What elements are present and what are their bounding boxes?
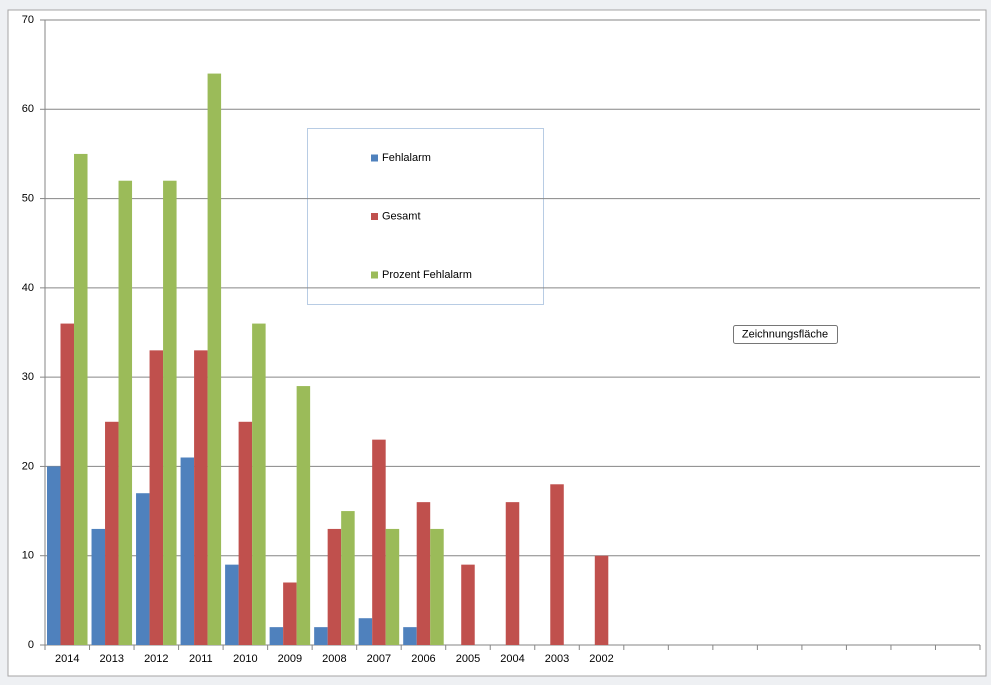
bar [372, 439, 386, 645]
bar [74, 153, 88, 645]
y-tick-label: 70 [22, 14, 34, 26]
x-tick-label: 2010 [233, 653, 257, 665]
bar [47, 466, 61, 645]
bar [314, 627, 328, 645]
legend-label: Fehlalarm [382, 152, 431, 164]
bar [594, 555, 609, 645]
y-tick-label: 10 [22, 550, 34, 562]
tooltip: Zeichnungsfläche [733, 325, 838, 344]
x-tick-label: 2012 [144, 653, 168, 665]
x-tick-label: 2002 [589, 653, 613, 665]
x-tick-label: 2007 [367, 653, 391, 665]
bar [341, 511, 355, 645]
bar [118, 180, 133, 645]
bar [180, 457, 195, 645]
x-tick-label: 2004 [500, 653, 524, 665]
bar [461, 564, 475, 645]
y-tick-label: 0 [28, 639, 34, 651]
bar [252, 323, 266, 645]
bar [269, 627, 284, 645]
bar [358, 618, 373, 645]
bar [403, 627, 417, 645]
x-tick-label: 2014 [55, 653, 79, 665]
bar [225, 564, 239, 645]
legend-swatch [371, 154, 378, 162]
bar [238, 421, 253, 645]
bar [430, 528, 444, 645]
legend-box[interactable] [307, 128, 544, 305]
legend-label: Gesamt [382, 210, 421, 222]
bar [60, 323, 75, 645]
tooltip-box [733, 325, 838, 344]
bar [149, 350, 164, 645]
bar [327, 528, 342, 645]
legend-label: Prozent Fehlalarm [382, 269, 472, 281]
bar [283, 582, 297, 645]
bar [416, 502, 431, 645]
bar [163, 180, 177, 645]
bar [550, 484, 564, 645]
tooltip-text: Zeichnungsfläche [742, 328, 828, 340]
x-tick-label: 2013 [100, 653, 124, 665]
y-tick-label: 20 [22, 460, 34, 472]
legend-swatch [371, 213, 378, 220]
bar [194, 350, 208, 645]
bar [296, 386, 311, 645]
x-tick-label: 2011 [189, 653, 213, 665]
bar [91, 528, 106, 645]
x-tick-label: 2006 [411, 653, 435, 665]
y-tick-label: 50 [22, 192, 34, 204]
legend-swatch [371, 271, 378, 279]
bar [505, 502, 520, 645]
x-tick-label: 2005 [456, 653, 480, 665]
bar [207, 73, 222, 646]
y-tick-label: 30 [22, 371, 34, 383]
bar [385, 528, 400, 645]
bar [136, 493, 150, 645]
y-tick-label: 60 [22, 103, 34, 115]
x-tick-label: 2003 [545, 653, 569, 665]
x-tick-label: 2009 [278, 653, 302, 665]
bar [105, 421, 119, 645]
x-tick-label: 2008 [322, 653, 346, 665]
y-tick-label: 40 [22, 282, 34, 294]
